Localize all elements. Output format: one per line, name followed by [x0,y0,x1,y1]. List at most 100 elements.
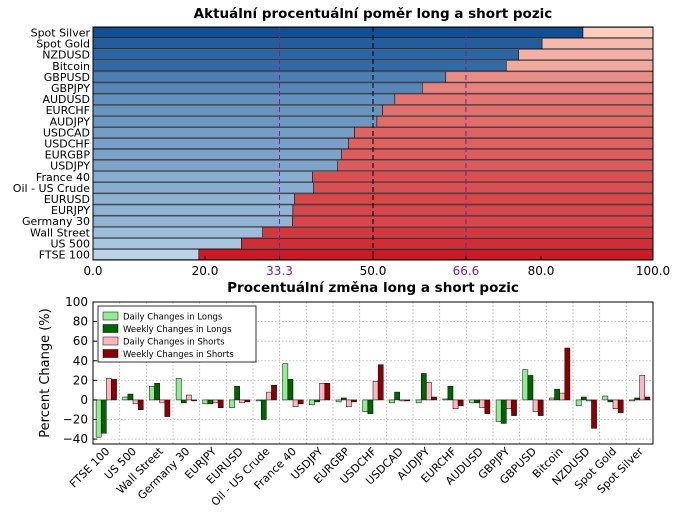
bottom-y-ticks: −40 −20 0 20 40 60 80 100 [63,295,97,446]
change-bar [457,399,464,407]
legend-box [97,305,257,363]
change-bar [426,382,432,401]
x-tick-label: 50.0 [360,264,387,278]
change-bar [346,399,352,408]
long-bar [92,226,263,238]
change-bar [522,369,529,401]
change-bar [442,398,449,401]
short-bar [506,60,654,72]
change-bar [639,375,646,401]
category-label: FTSE 100 [39,248,90,261]
short-bar [313,182,654,194]
short-bar [394,93,654,105]
change-bar [532,399,539,412]
short-bar [312,171,654,183]
category-label: USDCHF [44,138,90,151]
change-bar [287,379,294,401]
change-bar [580,396,587,401]
legend-label: Weekly Changes in Longs [123,325,232,335]
change-bar [314,399,320,403]
change-bar [389,399,395,404]
category-label: GBPUSD [44,71,90,84]
percent-change-chart: Procentuální změna long a short pozic −4… [38,280,654,509]
change-bar [362,399,369,412]
change-bar [292,399,299,408]
change-bar [309,399,315,406]
x-tick-label: 0.0 [83,264,102,278]
change-bar [575,399,582,407]
category-label: Germany 30 [22,215,90,228]
legend-swatch [102,311,119,321]
change-bar [340,397,347,401]
change-bar [629,399,635,402]
change-bar [229,399,235,409]
change-bar [447,385,454,401]
change-bar [431,396,437,401]
short-bar [518,49,654,61]
change-bar [394,391,400,401]
change-bar [484,399,491,414]
change-bar [186,394,192,401]
legend-swatch [102,349,119,358]
change-bar [319,383,326,401]
top-x-ticks: 0.0 20.0 33.3 50.0 66.6 80.0 100.0 [83,256,670,278]
change-bar [617,399,624,413]
short-bar [241,237,654,249]
short-bar [341,149,654,160]
change-bar [420,373,427,401]
change-bar [399,399,406,402]
long-bar [92,149,342,160]
short-bar [422,82,654,94]
category-label: AUDJPY [50,115,91,128]
change-bar [506,399,512,409]
change-bar [335,399,342,403]
long-bar [92,160,338,172]
long-bar [92,182,314,194]
category-label: USDJPY [50,160,90,173]
change-bar [527,375,534,401]
change-bar [255,399,262,402]
short-bar [337,160,654,172]
change-bar [164,399,171,417]
change-bar [372,381,379,401]
short-bar [582,27,654,38]
change-bar [564,347,571,401]
category-label: AUDUSD [42,93,90,106]
change-bar [106,378,112,401]
change-bar [607,399,614,403]
bottom-legend: Daily Changes in Longs Weekly Changes in … [97,305,257,363]
change-bar [469,399,475,404]
legend-label: Daily Changes in Longs [123,313,223,323]
change-bar [297,399,304,405]
change-bar [132,399,139,405]
change-bar [202,399,209,405]
bottom-chart-title: Procentuální změna long a short pozic [227,280,519,296]
change-bar [175,378,182,401]
long-bar [92,193,295,205]
bottom-bars [95,347,651,438]
top-bars [92,27,654,260]
long-bar [92,49,519,61]
x-tick-label: 80.0 [528,264,555,278]
change-bar [500,399,507,424]
long-bar [92,138,349,149]
top-chart-title: Aktuální procentuální poměr long a short… [194,6,553,22]
y-tick-label: 0 [80,393,88,407]
long-bar [92,104,383,116]
change-bar [591,399,597,429]
category-label: FTSE 100 [67,445,112,490]
x-tick-label: 66.6 [453,264,480,278]
change-bar [377,364,384,401]
change-bar [217,399,224,409]
category-label: EURGBP [45,149,91,162]
category-label: Bitcoin [52,60,90,73]
change-bar [452,399,459,409]
change-bar [159,399,166,404]
change-bar [271,384,277,401]
change-bar [266,391,272,401]
change-bar [154,383,160,401]
short-bar [382,104,654,116]
